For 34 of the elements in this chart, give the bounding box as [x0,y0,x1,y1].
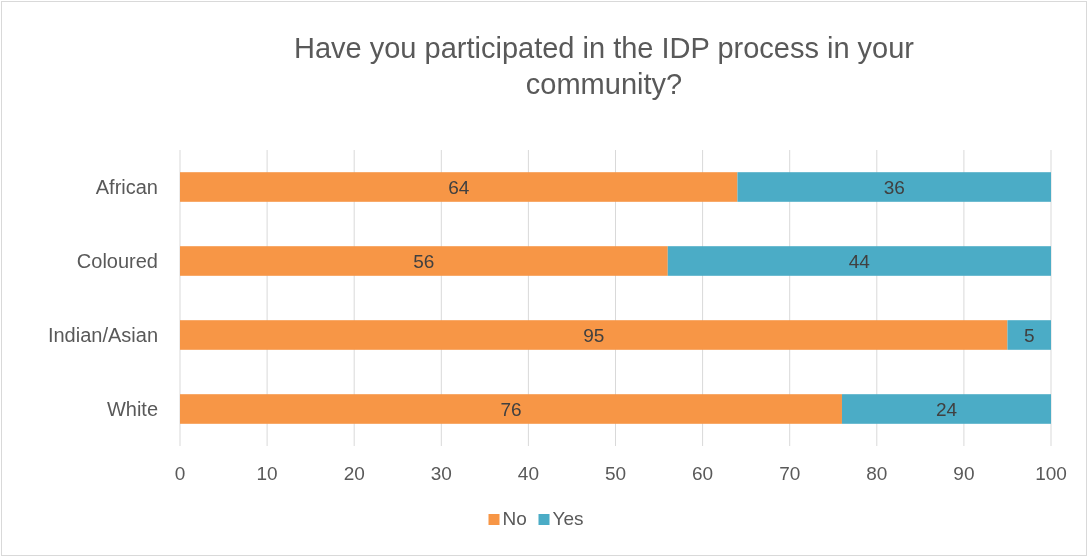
data-label: 76 [500,398,522,420]
y-tick-label: African [95,176,158,198]
legend-label: No [502,508,527,529]
data-label: 24 [935,398,958,420]
data-label: 36 [883,176,905,198]
bar [180,320,1008,350]
bar [737,172,1051,202]
x-tick-label: 20 [343,463,365,484]
y-tick-label: Indian/Asian [47,324,158,346]
x-tick-label: 60 [692,463,714,484]
x-tick-label: 90 [953,463,975,484]
x-tick-label: 70 [779,463,801,484]
x-tick-label: 0 [174,463,186,484]
data-label: 64 [448,176,470,198]
data-label: 5 [1023,324,1035,346]
x-tick-label: 100 [1035,463,1067,484]
bar [667,246,1051,276]
x-tick-label: 40 [517,463,539,484]
y-tick-label: White [106,398,158,420]
bar [180,394,842,424]
bar [841,394,1051,424]
x-tick-label: 10 [256,463,278,484]
x-tick-label: 80 [866,463,888,484]
x-tick-label: 30 [430,463,452,484]
x-tick-label: 50 [604,463,627,484]
bar [180,246,668,276]
data-label: 44 [848,250,871,272]
chart-title: Have you participated in the IDP process in your community? [293,32,915,100]
bar [1007,320,1051,350]
y-tick-label: Coloured [76,250,158,272]
bar [180,172,738,202]
data-label: 56 [413,250,435,272]
data-label: 95 [583,324,605,346]
legend-label: Yes [552,508,584,529]
